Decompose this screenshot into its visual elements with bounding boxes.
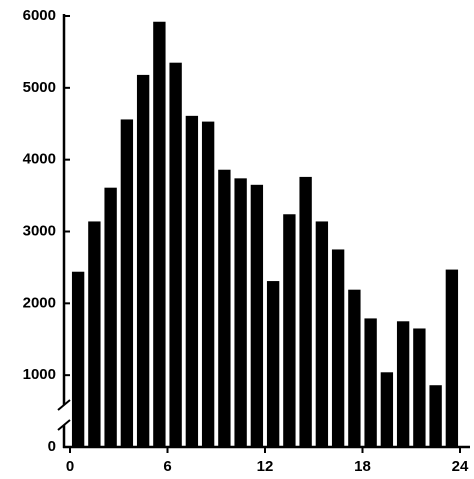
bar [380,372,394,447]
x-tick-label: 0 [66,458,74,475]
bar [201,121,215,447]
bar [396,321,410,447]
y-tick-label: 0 [48,438,56,455]
bar [218,169,231,447]
bar [413,328,426,447]
bar [88,221,101,447]
x-tick-label: 24 [452,458,469,475]
bar [315,221,329,447]
y-tick-label: 5000 [23,79,56,96]
axis-break [57,399,71,411]
bar [429,385,442,447]
axis-break-gap [58,405,70,425]
axis-break [57,419,71,431]
y-tick-label: 2000 [23,294,56,311]
bar [283,214,296,447]
x-tick-label: 12 [257,458,274,475]
y-tick-label: 3000 [23,222,56,239]
bar [153,21,166,447]
bar [234,178,247,448]
bar [348,289,361,447]
bar [364,318,377,447]
y-tick-label: 6000 [23,7,56,24]
bar [120,119,134,447]
x-tick-label: 6 [163,458,171,475]
y-tick-label: 4000 [23,151,56,168]
bar [250,184,264,447]
bar [136,74,150,448]
bar [71,271,85,447]
bar [104,187,117,447]
y-tick-label: 1000 [23,366,56,383]
bar [299,176,312,447]
x-tick-label: 18 [354,458,371,475]
bar [185,115,199,448]
bar [169,62,182,448]
bar [266,281,280,447]
bar [331,249,345,447]
bar [445,269,459,447]
